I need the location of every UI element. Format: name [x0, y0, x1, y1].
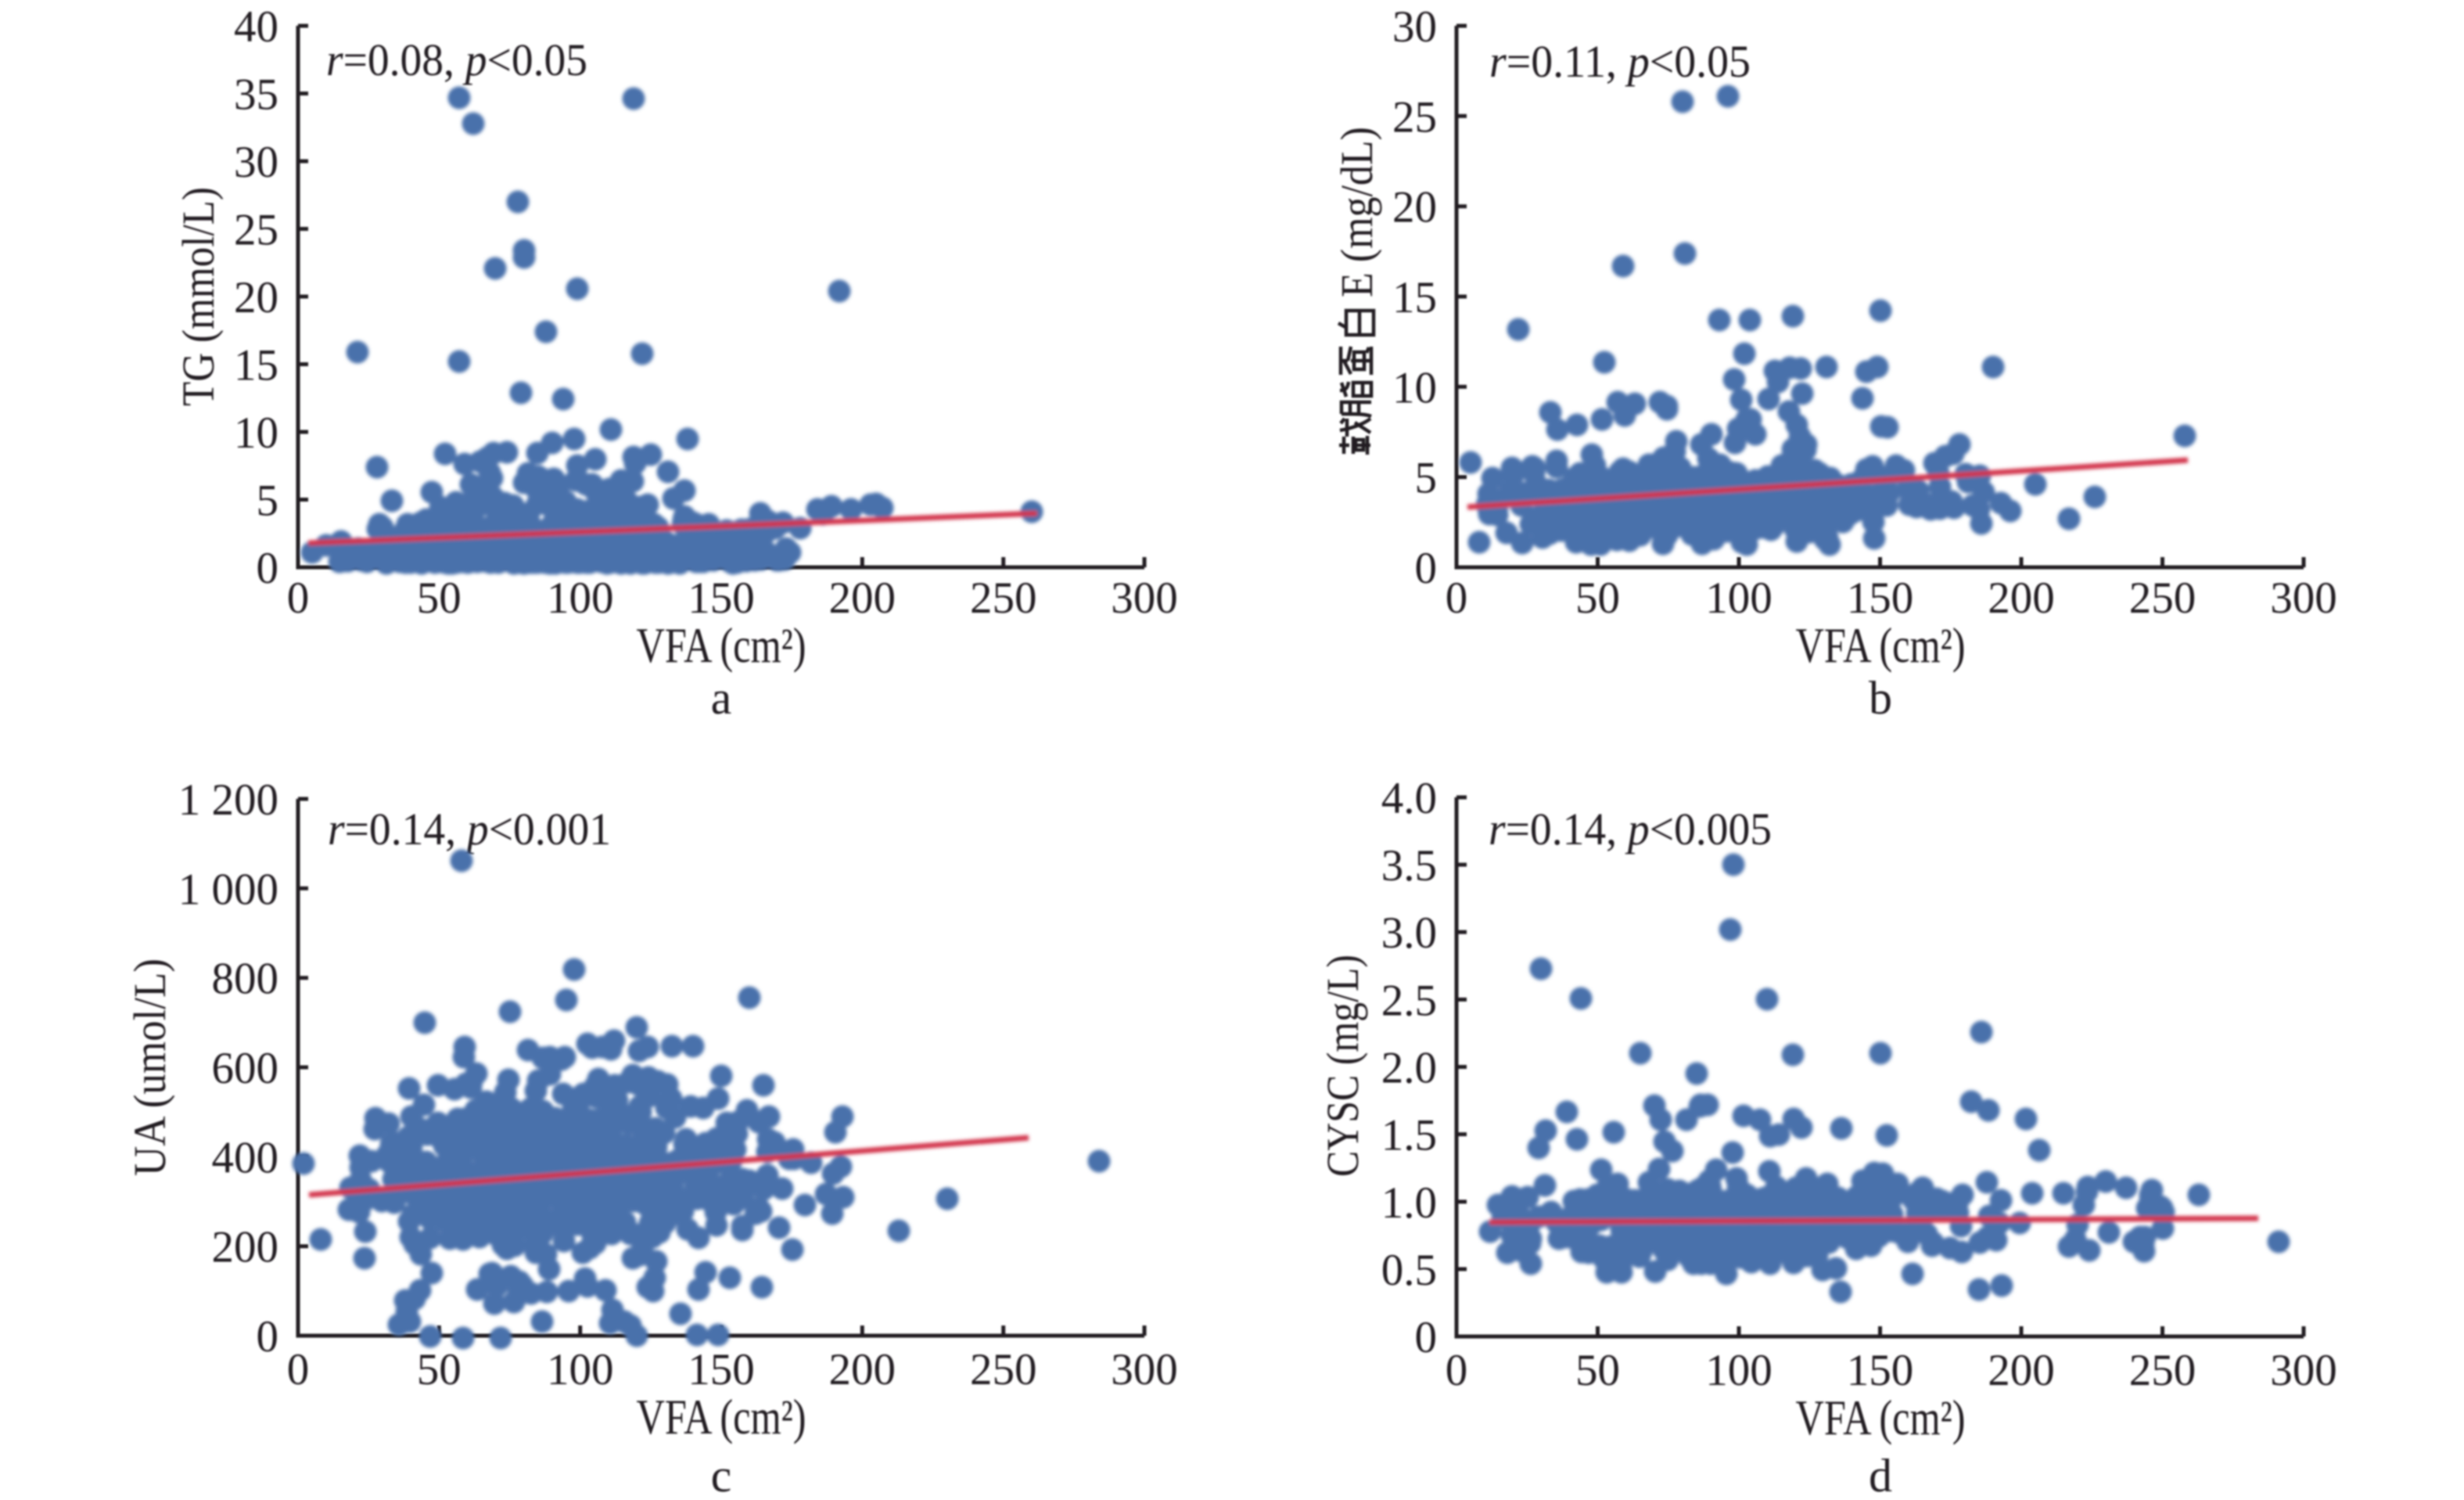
- svg-text:200: 200: [1988, 574, 2055, 623]
- svg-text:r=0.08, p<0.05: r=0.08, p<0.05: [326, 34, 587, 85]
- svg-text:10: 10: [1392, 363, 1437, 412]
- svg-text:600: 600: [212, 1044, 279, 1093]
- svg-text:r=0.14, p<0.001: r=0.14, p<0.001: [328, 804, 611, 854]
- svg-text:50: 50: [417, 574, 462, 623]
- svg-text:3.0: 3.0: [1381, 908, 1437, 958]
- svg-text:150: 150: [688, 1345, 755, 1394]
- svg-text:150: 150: [1847, 1346, 1914, 1395]
- svg-text:UA (umol/L): UA (umol/L): [124, 959, 175, 1176]
- svg-text:d: d: [1869, 1450, 1892, 1500]
- svg-text:2.5: 2.5: [1381, 976, 1437, 1025]
- svg-text:250: 250: [970, 1345, 1037, 1394]
- svg-text:50: 50: [1575, 1346, 1620, 1395]
- svg-text:50: 50: [417, 1345, 462, 1394]
- svg-text:100: 100: [1705, 574, 1773, 623]
- svg-text:0: 0: [1446, 1346, 1468, 1395]
- svg-text:r=0.11, p<0.05: r=0.11, p<0.05: [1489, 36, 1751, 87]
- svg-text:100: 100: [1705, 1346, 1773, 1395]
- svg-text:300: 300: [1111, 1345, 1178, 1394]
- svg-text:200: 200: [829, 1345, 896, 1394]
- svg-text:E (mg/dL): E (mg/dL): [1331, 127, 1382, 297]
- svg-text:0: 0: [1415, 544, 1438, 593]
- svg-text:20: 20: [234, 273, 278, 322]
- svg-text:1 000: 1 000: [178, 865, 278, 914]
- svg-text:CYSC (mg/L): CYSC (mg/L): [1317, 955, 1368, 1177]
- svg-text:250: 250: [970, 574, 1037, 623]
- svg-text:100: 100: [547, 574, 614, 623]
- svg-text:300: 300: [2270, 574, 2337, 623]
- svg-text:r=0.14, p<0.005: r=0.14, p<0.005: [1489, 804, 1772, 854]
- svg-text:5: 5: [1415, 454, 1438, 503]
- svg-text:0.5: 0.5: [1381, 1246, 1437, 1295]
- svg-text:1.0: 1.0: [1381, 1178, 1437, 1228]
- svg-text:0: 0: [1446, 574, 1468, 623]
- svg-text:2.0: 2.0: [1381, 1044, 1437, 1093]
- svg-text:a: a: [711, 672, 732, 724]
- svg-text:b: b: [1869, 672, 1892, 724]
- svg-text:20: 20: [1392, 183, 1437, 232]
- svg-text:0: 0: [1415, 1313, 1438, 1362]
- svg-text:0: 0: [257, 1312, 279, 1362]
- svg-text:300: 300: [2270, 1346, 2337, 1395]
- svg-text:35: 35: [234, 70, 278, 120]
- svg-text:4.0: 4.0: [1381, 774, 1437, 823]
- svg-text:VFA (cm²): VFA (cm²): [637, 618, 806, 673]
- svg-text:400: 400: [212, 1133, 279, 1182]
- svg-text:200: 200: [212, 1223, 279, 1272]
- svg-text:TG (mmol/L): TG (mmol/L): [173, 187, 224, 406]
- svg-text:30: 30: [234, 138, 278, 187]
- svg-text:250: 250: [2129, 574, 2196, 623]
- svg-text:1 200: 1 200: [178, 775, 278, 825]
- svg-text:40: 40: [234, 2, 278, 52]
- svg-text:250: 250: [2129, 1346, 2196, 1395]
- svg-text:0: 0: [287, 1345, 310, 1394]
- svg-text:0: 0: [287, 574, 310, 623]
- svg-text:200: 200: [1988, 1346, 2055, 1395]
- svg-text:0: 0: [257, 544, 279, 593]
- svg-text:VFA (cm²): VFA (cm²): [1796, 618, 1966, 673]
- svg-text:c: c: [711, 1450, 732, 1500]
- svg-text:25: 25: [234, 206, 278, 255]
- svg-text:150: 150: [688, 574, 755, 623]
- svg-text:100: 100: [547, 1345, 614, 1394]
- svg-text:25: 25: [1392, 92, 1437, 142]
- svg-text:VFA (cm²): VFA (cm²): [1796, 1390, 1966, 1445]
- svg-text:300: 300: [1111, 574, 1178, 623]
- svg-text:15: 15: [234, 341, 278, 390]
- svg-text:3.5: 3.5: [1381, 841, 1437, 890]
- svg-text:150: 150: [1847, 574, 1914, 623]
- svg-text:5: 5: [257, 477, 279, 526]
- svg-text:VFA (cm²): VFA (cm²): [637, 1390, 806, 1444]
- svg-text:10: 10: [234, 408, 278, 458]
- svg-text:15: 15: [1392, 273, 1437, 322]
- svg-text:30: 30: [1392, 2, 1437, 52]
- svg-text:800: 800: [212, 955, 279, 1004]
- svg-text:50: 50: [1575, 574, 1620, 623]
- svg-text:1.5: 1.5: [1381, 1111, 1437, 1160]
- svg-text:200: 200: [829, 574, 896, 623]
